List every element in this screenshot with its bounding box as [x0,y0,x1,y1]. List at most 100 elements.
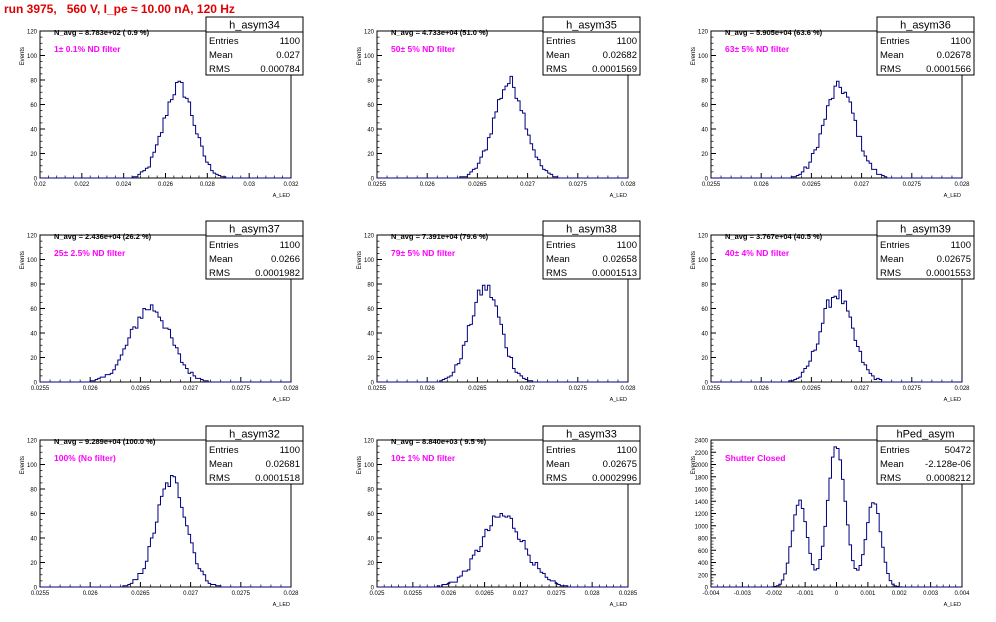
y-tick-label: 20 [367,152,374,158]
stats-entries-label: Entries [880,445,910,456]
y-tick-label: 40 [367,332,374,338]
histogram-curve [40,80,291,179]
y-tick-label: 120 [364,439,375,445]
y-axis-label: Events [691,456,697,474]
filter-label: Shutter Closed [725,453,785,463]
stats-box [205,220,304,280]
x-tick-label: 0.026 [420,386,436,392]
navg-label: N_avg = 3.767e+04 (40.5 %) [725,232,823,241]
x-tick-label: 0.0275 [903,182,922,188]
filter-label: 40± 4% ND filter [725,248,790,258]
stats-rms-value: 0.0001553 [926,268,971,279]
y-tick-label: 0 [705,586,709,592]
stats-box [876,220,975,280]
x-tick-label: 0.028 [283,386,299,392]
y-tick-label: 100 [698,258,709,264]
y-tick-label: 40 [367,128,374,134]
y-tick-label: 120 [698,30,709,36]
stats-mean-label: Mean [209,50,233,61]
y-tick-label: 60 [30,307,37,313]
filter-label: 1± 0.1% ND filter [54,44,121,54]
y-tick-label: 2000 [695,463,709,469]
stats-title: h_asym37 [229,224,280,236]
stats-rms-label: RMS [546,64,567,75]
x-tick-label: 0.027 [513,591,529,597]
x-tick-label: 0.026 [420,182,436,188]
y-tick-label: 60 [367,103,374,109]
filter-label: 79± 5% ND filter [391,248,456,258]
x-tick-label: 0.027 [854,182,870,188]
stats-mean-value: 0.02658 [603,254,637,265]
y-tick-label: 80 [367,79,374,85]
stats-rms-label: RMS [546,473,567,484]
y-tick-label: 120 [364,234,375,240]
y-tick-label: 40 [701,128,708,134]
stats-mean-value: 0.027 [276,50,300,61]
histogram-curve [40,304,291,383]
stats-entries-value: 1100 [280,445,300,456]
y-axis-label: Events [691,251,697,269]
stats-mean-value: 0.02678 [937,50,971,61]
stats-mean-value: 0.02675 [937,254,971,265]
stats-entries-label: Entries [209,445,239,456]
stats-entries-value: 1100 [951,36,971,47]
histogram-pane-h_asym33: 0 20 40 60 80 100 120 0.025 0.0255 0.026 0.0265 0.0… [357,425,641,608]
x-tick-label: 0.028 [954,386,970,392]
x-tick-label: 0.028 [620,386,636,392]
x-tick-label: 0.028 [954,182,970,188]
y-axis-label: Events [357,47,363,65]
x-tick-label: 0.0265 [131,591,150,597]
stats-box [876,16,975,76]
stats-rms-value: 0.0001513 [592,268,637,279]
stats-rms-label: RMS [546,268,567,279]
x-tick-label: 0.027 [520,386,536,392]
histogram-pane-h_asym36: 0 20 40 60 80 100 120 0.0255 0.026 0.0265 0.027 0.0… [691,16,975,199]
y-tick-label: 20 [30,152,37,158]
navg-label: N_avg = 5.905e+04 (63.6 %) [725,28,823,37]
y-tick-label: 20 [30,561,37,567]
navg-label: N_avg = 7.391e+04 (79.6 %) [391,232,489,241]
histogram-curve [711,289,962,383]
x-tick-label: 0.0265 [802,182,821,188]
y-tick-label: 0 [34,177,38,183]
x-tick-label: 0.0255 [404,591,423,597]
x-tick-label: 0.0285 [619,591,638,597]
x-tick-label: 0.027 [183,386,199,392]
y-tick-label: 0 [705,381,709,387]
stats-entries-value: 50472 [945,445,971,456]
y-tick-label: 0 [705,177,709,183]
stats-rms-value: 0.0008212 [926,473,971,484]
x-tick-label: 0.003 [923,591,939,597]
y-tick-label: 100 [364,54,375,60]
navg-label: N_avg = 9.289e+04 (100.0 %) [54,437,156,446]
x-axis-label: A_LED [273,602,290,608]
x-tick-label: 0.0265 [802,386,821,392]
y-tick-label: 20 [367,356,374,362]
y-tick-label: 40 [701,332,708,338]
y-tick-label: 100 [364,463,375,469]
x-axis-label: A_LED [944,602,961,608]
y-tick-label: 1800 [695,475,709,481]
histogram-curve [711,446,962,588]
y-tick-label: 0 [371,177,375,183]
histogram-pane-h_asym32: 0 20 40 60 80 100 120 0.0255 0.026 0.0265 0.027 0.0… [20,425,304,608]
x-tick-label: 0.0255 [702,182,721,188]
x-tick-label: 0.0255 [31,386,50,392]
x-tick-label: 0.026 [754,386,770,392]
x-axis-label: A_LED [944,193,961,199]
x-tick-label: 0.02 [34,182,46,188]
stats-rms-value: 0.000784 [260,64,300,75]
y-tick-label: 0 [371,586,375,592]
x-tick-label: 0.0255 [31,591,50,597]
y-tick-label: 60 [701,307,708,313]
x-axis-label: A_LED [610,602,627,608]
y-tick-label: 20 [701,152,708,158]
navg-label: N_avg = 8.840e+03 ( 9.5 %) [391,437,487,446]
y-tick-label: 200 [698,573,709,579]
x-tick-label: 0.0275 [547,591,566,597]
stats-rms-label: RMS [209,473,230,484]
y-tick-label: 60 [367,512,374,518]
stats-rms-label: RMS [880,64,901,75]
histogram-curve [377,513,628,588]
